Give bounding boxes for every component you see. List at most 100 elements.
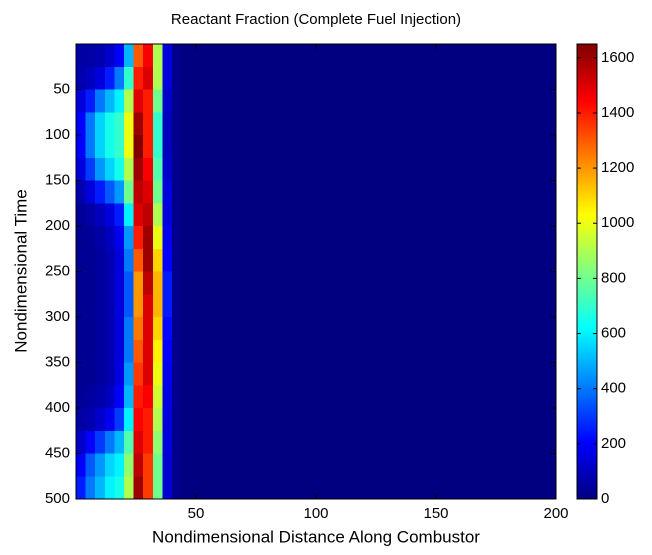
heatmap-cell	[143, 44, 154, 68]
colorbar-tick-label: 1400	[601, 104, 634, 121]
heatmap-cell	[210, 203, 221, 227]
heatmap-cell	[277, 430, 288, 454]
heatmap-cell	[248, 180, 259, 204]
heatmap-cell	[412, 362, 422, 386]
heatmap-cell	[392, 362, 403, 386]
heatmap-cell	[412, 89, 422, 113]
heatmap-cell	[268, 226, 278, 250]
heatmap-cell	[460, 44, 470, 68]
heatmap-cell	[392, 248, 403, 272]
heatmap-cell	[172, 408, 182, 432]
heatmap-cell	[248, 112, 259, 136]
heatmap-cell	[546, 339, 557, 363]
heatmap-cell	[517, 89, 528, 113]
heatmap-cell	[172, 89, 182, 113]
heatmap-cell	[191, 317, 202, 341]
heatmap-cell	[306, 362, 317, 386]
heatmap-cell	[133, 339, 144, 363]
heatmap-cell	[268, 66, 278, 90]
heatmap-cell	[536, 317, 547, 341]
heatmap-cell	[191, 89, 202, 113]
heatmap-cell	[325, 430, 336, 454]
heatmap-cell	[133, 226, 144, 250]
heatmap-cell	[258, 453, 269, 477]
heatmap-cell	[296, 408, 307, 432]
colorbar-tick-label: 1000	[601, 214, 634, 231]
heatmap-cell	[248, 271, 259, 295]
heatmap-cell	[172, 294, 182, 318]
heatmap-cell	[104, 135, 115, 159]
heatmap-cell	[172, 135, 182, 159]
heatmap-cell	[392, 317, 403, 341]
heatmap-cell	[450, 203, 461, 227]
heatmap-cell	[104, 271, 115, 295]
heatmap-cell	[383, 476, 394, 500]
heatmap-cell	[498, 180, 509, 204]
heatmap-cell	[383, 44, 394, 68]
heatmap-cell	[344, 180, 355, 204]
heatmap-cell	[373, 408, 384, 432]
heatmap-cell	[258, 317, 269, 341]
heatmap-cell	[258, 112, 269, 136]
heatmap-cell	[172, 453, 182, 477]
heatmap-cell	[200, 44, 211, 68]
heatmap-cell	[517, 135, 528, 159]
heatmap-cell	[325, 112, 336, 136]
heatmap-cell	[114, 476, 125, 500]
heatmap-cell	[95, 430, 106, 454]
heatmap-cell	[354, 271, 365, 295]
heatmap-cell	[229, 476, 240, 500]
heatmap-cell	[335, 66, 346, 90]
heatmap-cell	[114, 339, 125, 363]
heatmap-cell	[325, 248, 336, 272]
heatmap-cell	[498, 408, 509, 432]
heatmap-cell	[268, 271, 278, 295]
heatmap-cell	[546, 135, 557, 159]
heatmap-cell	[392, 226, 403, 250]
heatmap-cell	[335, 44, 346, 68]
heatmap-cell	[152, 271, 163, 295]
heatmap-cell	[200, 203, 211, 227]
heatmap-cell	[479, 248, 490, 272]
heatmap-cell	[354, 294, 365, 318]
heatmap-cell	[95, 203, 106, 227]
heatmap-cell	[488, 317, 499, 341]
heatmap-cell	[392, 476, 403, 500]
heatmap-cell	[460, 203, 470, 227]
heatmap-cell	[296, 294, 307, 318]
heatmap-cell	[306, 476, 317, 500]
heatmap-cell	[527, 317, 538, 341]
heatmap-cell	[124, 339, 134, 363]
heatmap-cell	[527, 89, 538, 113]
heatmap-cell	[383, 271, 394, 295]
heatmap-cell	[536, 339, 547, 363]
heatmap-cell	[162, 66, 173, 90]
heatmap-cell	[527, 430, 538, 454]
heatmap-cell	[95, 362, 106, 386]
heatmap-cell	[85, 362, 96, 386]
heatmap-cell	[479, 89, 490, 113]
heatmap-cell	[344, 44, 355, 68]
heatmap-cell	[162, 248, 173, 272]
heatmap-cell	[248, 157, 259, 181]
heatmap-cell	[316, 203, 326, 227]
heatmap-cell	[488, 362, 499, 386]
heatmap-cell	[392, 408, 403, 432]
heatmap-cell	[392, 66, 403, 90]
heatmap-cell	[172, 476, 182, 500]
heatmap-cell	[498, 362, 509, 386]
heatmap-cell	[162, 135, 173, 159]
heatmap-cell	[210, 89, 221, 113]
heatmap-cell	[114, 226, 125, 250]
heatmap-cell	[268, 385, 278, 409]
heatmap-cell	[421, 317, 432, 341]
heatmap-cell	[517, 226, 528, 250]
heatmap-cell	[200, 430, 211, 454]
colorbar-tick-label: 800	[601, 269, 626, 286]
heatmap-cell	[469, 135, 480, 159]
heatmap-cell	[536, 385, 547, 409]
heatmap-cell	[162, 203, 173, 227]
heatmap-cell	[239, 476, 250, 500]
heatmap-cell	[162, 112, 173, 136]
heatmap-cell	[373, 226, 384, 250]
